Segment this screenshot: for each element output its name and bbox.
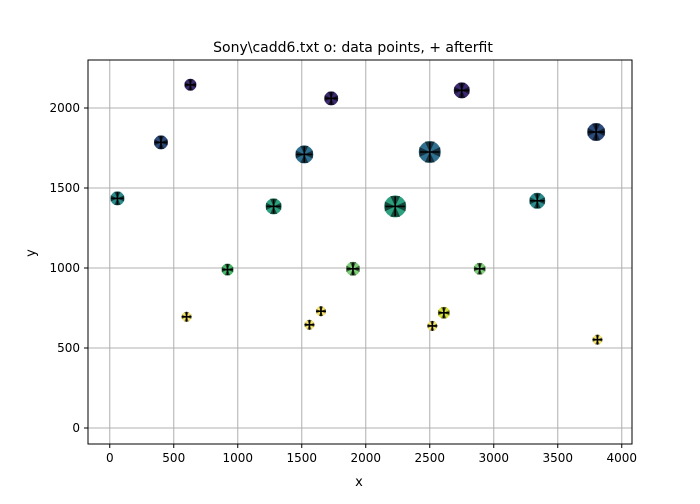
x-tick-label: 500 [162,451,185,465]
data-point [473,262,486,275]
data-point [453,82,470,99]
x-tick-label: 1000 [222,451,253,465]
chart-title: Sony\cadd6.txt o: data points, + afterfi… [213,40,493,56]
data-point [324,91,339,106]
data-point [315,306,326,317]
plot-frame [87,59,633,445]
data-point [418,141,441,163]
x-axis-label: x [355,475,363,490]
data-point [221,263,234,276]
x-tick-label: 0 [106,451,114,465]
data-point [592,334,603,345]
data-point [529,192,546,209]
x-tick-label: 4000 [606,451,637,465]
data-point [295,145,314,164]
data-point [153,135,168,150]
y-tick-label: 500 [57,341,80,355]
data-point [181,311,192,322]
data-point [437,306,450,319]
data-point [184,78,197,91]
data-point [304,319,315,330]
data-point [110,191,125,206]
data-point [587,123,606,141]
data-points [110,78,606,345]
x-tick-label: 3500 [542,451,573,465]
data-point [384,195,407,218]
y-tick-label: 1500 [49,181,80,195]
data-point [265,198,282,215]
data-point [345,261,360,276]
x-tick-label: 2000 [350,451,381,465]
data-point [427,320,438,331]
y-tick-label: 0 [72,421,80,435]
grid-lines [88,60,632,444]
y-tick-label: 1000 [49,261,80,275]
x-tick-label: 2500 [414,451,445,465]
y-tick-label: 2000 [49,101,80,115]
x-tick-label: 3000 [478,451,509,465]
x-tick-label: 1500 [286,451,317,465]
axes: 0 500 1000 1500 2000 2500 3000 3500 4000 0 500 1000… [49,59,637,465]
y-axis-label: y [24,249,39,257]
